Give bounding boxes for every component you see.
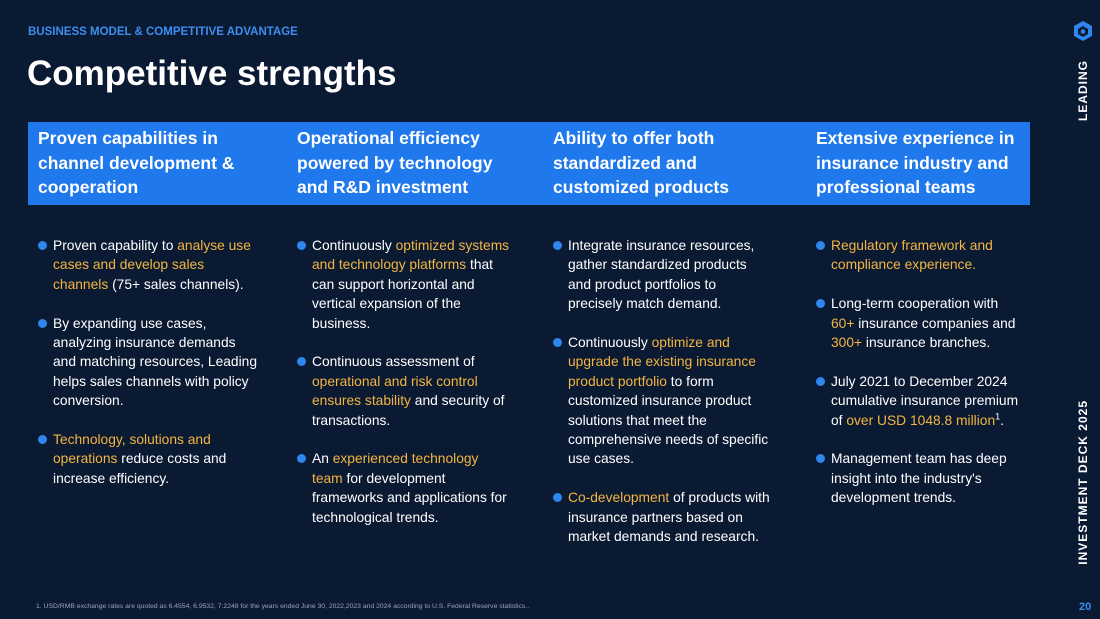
bullet: Technology, solutions and operations red… bbox=[38, 430, 258, 488]
highlight: analyse use cases and develop sales chan… bbox=[53, 238, 251, 292]
column: Ability to offer both standardized and c… bbox=[553, 126, 773, 566]
text: reduce costs and increase efficiency. bbox=[53, 451, 227, 486]
section-label: BUSINESS MODEL & COMPETITIVE ADVANTAGE bbox=[28, 26, 298, 38]
bullet-list: Continuously optimized systems and techn… bbox=[297, 236, 512, 527]
footnote: 1. USD/RMB exchange rates are quoted as … bbox=[36, 603, 530, 610]
logo bbox=[1074, 21, 1092, 41]
text: insurance branches. bbox=[862, 335, 991, 351]
text: and security of transactions. bbox=[312, 393, 505, 428]
text: of products with insurance partners base… bbox=[568, 490, 770, 545]
text: Continuous assessment of bbox=[312, 354, 475, 370]
text: . bbox=[1000, 412, 1004, 428]
column-header: Ability to offer both standardized and c… bbox=[553, 128, 729, 197]
bullet: July 2021 to December 2024 cumulative in… bbox=[816, 372, 1021, 430]
bullet: Long-term cooperation with 60+ insurance… bbox=[816, 294, 1021, 352]
bullet: By expanding use cases, analyzing insura… bbox=[38, 314, 258, 411]
text: for development frameworks and applicati… bbox=[312, 470, 507, 525]
text: Long-term cooperation with bbox=[831, 296, 999, 312]
bullet-list: Regulatory framework and compliance expe… bbox=[816, 236, 1021, 508]
bullet: Proven capability to analyse use cases a… bbox=[38, 236, 258, 294]
text: to form customized insurance product sol… bbox=[568, 373, 769, 467]
column-header: Proven capabilities in channel developme… bbox=[38, 128, 235, 197]
highlight: experienced technology team bbox=[312, 451, 479, 486]
highlight: operational and risk control ensures sta… bbox=[312, 373, 478, 409]
column: Extensive experience in insurance indust… bbox=[816, 126, 1021, 527]
column-header: Extensive experience in insurance indust… bbox=[816, 128, 1015, 197]
column: Proven capabilities in channel developme… bbox=[38, 126, 258, 508]
text: July 2021 to December 2024 cumulative in… bbox=[831, 373, 1019, 428]
text: insurance companies and bbox=[854, 315, 1016, 331]
bullet: Continuously optimized systems and techn… bbox=[297, 236, 512, 333]
highlight: over USD 1048.8 million bbox=[846, 412, 996, 428]
deck-label: INVESTMENT DECK 2025 bbox=[1076, 400, 1090, 565]
bullet: Management team has deep insight into th… bbox=[816, 449, 1021, 507]
highlight: Co-development bbox=[568, 490, 670, 506]
text: An bbox=[312, 451, 333, 467]
text: Proven capability to bbox=[53, 238, 178, 253]
text: Management team has deep insight into th… bbox=[831, 451, 1007, 506]
bullet: Integrate insurance resources, gather st… bbox=[553, 236, 773, 314]
bullet: Co-development of products with insuranc… bbox=[553, 488, 773, 546]
highlight: optimize and upgrade the existing insura… bbox=[568, 335, 756, 389]
highlight: 300+ bbox=[831, 335, 863, 351]
bullet-list: Integrate insurance resources, gather st… bbox=[553, 236, 773, 546]
slide-title: Competitive strengths bbox=[27, 54, 397, 93]
column-header: Operational efficiency powered by techno… bbox=[297, 128, 493, 197]
text: (75+ sales channels). bbox=[108, 276, 244, 292]
bullet: Continuous assessment of operational and… bbox=[297, 352, 512, 430]
highlight: Regulatory framework and compliance expe… bbox=[831, 238, 993, 273]
text: Integrate insurance resources, gather st… bbox=[568, 238, 755, 312]
bullet-list: Proven capability to analyse use cases a… bbox=[38, 236, 258, 488]
highlight: 60+ bbox=[831, 315, 855, 331]
bullet: Continuously optimize and upgrade the ex… bbox=[553, 333, 773, 469]
text: By expanding use cases, analyzing insura… bbox=[53, 315, 258, 409]
highlight: optimized systems and technology platfor… bbox=[312, 238, 510, 273]
text: that can support horizontal and vertical… bbox=[312, 257, 494, 331]
text: Continuously bbox=[568, 335, 652, 351]
text: Continuously bbox=[312, 238, 396, 253]
footnote-ref: 1 bbox=[995, 411, 1001, 422]
header-band bbox=[28, 122, 1030, 205]
page-number: 20 bbox=[1079, 601, 1092, 613]
brand: LEADING bbox=[1076, 60, 1090, 121]
bullet: An experienced technology team for devel… bbox=[297, 449, 512, 527]
highlight: Technology, solutions and operations bbox=[53, 432, 211, 467]
bullet: Regulatory framework and compliance expe… bbox=[816, 236, 1021, 275]
column: Operational efficiency powered by techno… bbox=[297, 126, 512, 546]
